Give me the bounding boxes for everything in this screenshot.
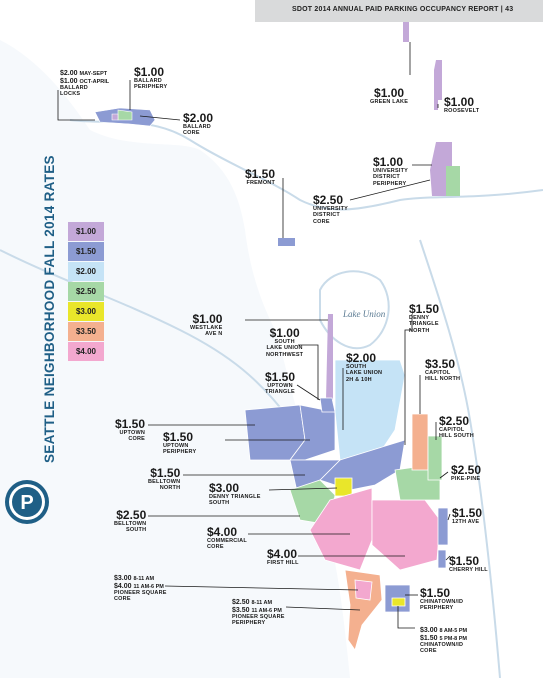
label-chinatown-core: $3.00 8 AM-5 PM $1.50 5 PM-8 PM CHINATOW… <box>420 627 468 655</box>
label-cherry-hill: $1.50 CHERRY HILL <box>449 554 488 573</box>
uptown-triangle-zone <box>319 397 336 413</box>
label-south-lake-union-2h: $2.00 SOUTH LAKE UNION 2H & 10H <box>346 351 383 383</box>
first-hill-zone <box>371 499 441 571</box>
legend-swatch-1: $1.00 <box>68 222 104 241</box>
report-header-title: SDOT 2014 ANNUAL PAID PARKING OCCUPANCY … <box>292 6 514 13</box>
lake-union-label: Lake Union <box>343 309 386 319</box>
label-denny-triangle-south: $3.00 DENNY TRIANGLE SOUTH <box>209 481 261 507</box>
leader-twelfth <box>447 513 451 521</box>
label-roosevelt: $1.00 ROOSEVELT <box>444 95 480 114</box>
label-pioneer-square-core: $3.00 8-11 AM $4.00 11 AM-6 PM PIONEER S… <box>114 575 167 603</box>
label-capitol-hill-south: $2.50 CAPITOL HILL SOUTH <box>439 414 474 440</box>
parking-letter: P <box>20 492 33 514</box>
capitol-hill-north-zone <box>411 413 429 471</box>
leader-pike-pine <box>439 471 449 479</box>
eastside-line <box>419 239 501 678</box>
label-uptown-core: $1.50 UPTOWN CORE <box>115 417 146 443</box>
shipcanal-line <box>69 119 543 211</box>
label-commercial-core: $4.00 COMMERCIAL CORE <box>207 525 247 551</box>
legend-swatch-4: $2.50 <box>68 282 104 301</box>
leader-pioneer-periphery <box>285 606 361 611</box>
leader-uptown-triangle <box>296 384 321 401</box>
puget-sound-water <box>0 40 350 678</box>
label-ballard-core: $2.00 BALLARD CORE <box>183 111 214 137</box>
label-ballard-periphery: $1.00 BALLARD PERIPHERY <box>134 65 168 91</box>
coastline <box>0 119 543 678</box>
label-pioneer-square-periphery: $2.50 8-11 AM $3.50 11 AM-6 PM PIONEER S… <box>232 599 285 627</box>
cherry-hill-zone <box>437 549 447 569</box>
westlake-zone <box>326 314 333 400</box>
twelfth-ave-zone <box>437 507 449 546</box>
green-lake-zone <box>403 22 409 42</box>
label-university-district-core: $2.50 UNIVERSITY DISTRICT CORE <box>313 193 349 225</box>
label-fremont: $1.50 FREMONT <box>245 167 276 186</box>
legend-swatch-3: $2.00 <box>68 262 104 281</box>
label-chinatown-periphery: $1.50 CHINATOWN/ID PERIPHERY <box>420 586 464 612</box>
label-university-district-periphery: $1.00 UNIVERSITY DISTRICT PERIPHERY <box>373 155 409 187</box>
label-first-hill: $4.00 FIRST HILL <box>267 547 299 566</box>
ballard-locks-zone <box>111 113 119 121</box>
commercial-core-zone <box>309 487 373 571</box>
label-uptown-periphery: $1.50 UPTOWN PERIPHERY <box>163 430 197 456</box>
legend-swatch-2: $1.50 <box>68 242 104 261</box>
rate-legend: $1.00 $1.50 $2.00 $2.50 $3.00 $3.50 $4.0… <box>68 222 104 362</box>
label-capitol-hill-north: $3.50 CAPITOL HILL NORTH <box>425 357 461 383</box>
legend-swatch-7: $4.00 <box>68 342 104 361</box>
south-lake-union-2h-zone <box>334 359 406 461</box>
lake-union-shore <box>319 270 390 350</box>
leader-pioneer-core <box>164 585 359 591</box>
label-belltown-south: $2.50 BELLTOWN SOUTH <box>114 508 147 534</box>
legend-swatch-5: $3.00 <box>68 302 104 321</box>
leader-ballard-locks <box>57 90 95 121</box>
pioneer-square-core-zone <box>354 579 373 601</box>
ballard-zones <box>94 107 156 127</box>
label-twelfth-ave: $1.50 12TH AVE <box>452 506 483 525</box>
label-pike-pine: $2.50 PIKE-PINE <box>451 463 482 482</box>
leader-lines <box>57 42 451 629</box>
downtown-zones <box>244 359 449 651</box>
side-title: SEATTLE NEIGHBORHOOD FALL 2014 RATES <box>42 155 57 463</box>
label-south-lake-union-nw: $1.00 SOUTH LAKE UNION NORTHWEST <box>266 326 304 358</box>
legend-swatch-6: $3.50 <box>68 322 104 341</box>
leader-denny-north <box>404 314 413 445</box>
label-denny-triangle-north: $1.50 DENNY TRIANGLE NORTH <box>409 302 440 334</box>
capitol-hill-south-zone <box>427 435 443 481</box>
header-bar <box>255 0 543 22</box>
ballard-core-zone <box>117 109 133 121</box>
denny-triangle-south-zone <box>334 477 353 497</box>
leader-udistrict-core <box>349 179 431 201</box>
chinatown-core-zone <box>391 597 406 607</box>
fremont-zone <box>278 238 295 246</box>
label-uptown-triangle: $1.50 UPTOWN TRIANGLE <box>265 370 296 396</box>
shoreline-line <box>0 249 291 421</box>
label-green-lake: $1.00 GREEN LAKE <box>370 86 409 105</box>
label-ballard-locks: $2.00 MAY-SEPT $1.00 OCT-APRIL BALLARD L… <box>60 70 110 98</box>
land-mass <box>0 22 350 678</box>
university-core-zone <box>446 166 460 196</box>
leader-ballard-core <box>139 115 181 121</box>
leader-cherry <box>445 555 451 561</box>
parking-icon: P <box>5 480 49 524</box>
roosevelt-zone <box>434 60 442 110</box>
label-westlake-ave-n: $1.00 WESTLAKE AVE N <box>190 312 223 338</box>
leader-chinatown-core <box>397 606 415 629</box>
leader-slu-nw <box>298 344 319 400</box>
label-belltown-north: $1.50 BELLTOWN NORTH <box>148 466 181 492</box>
leader-denny-south <box>268 487 338 491</box>
